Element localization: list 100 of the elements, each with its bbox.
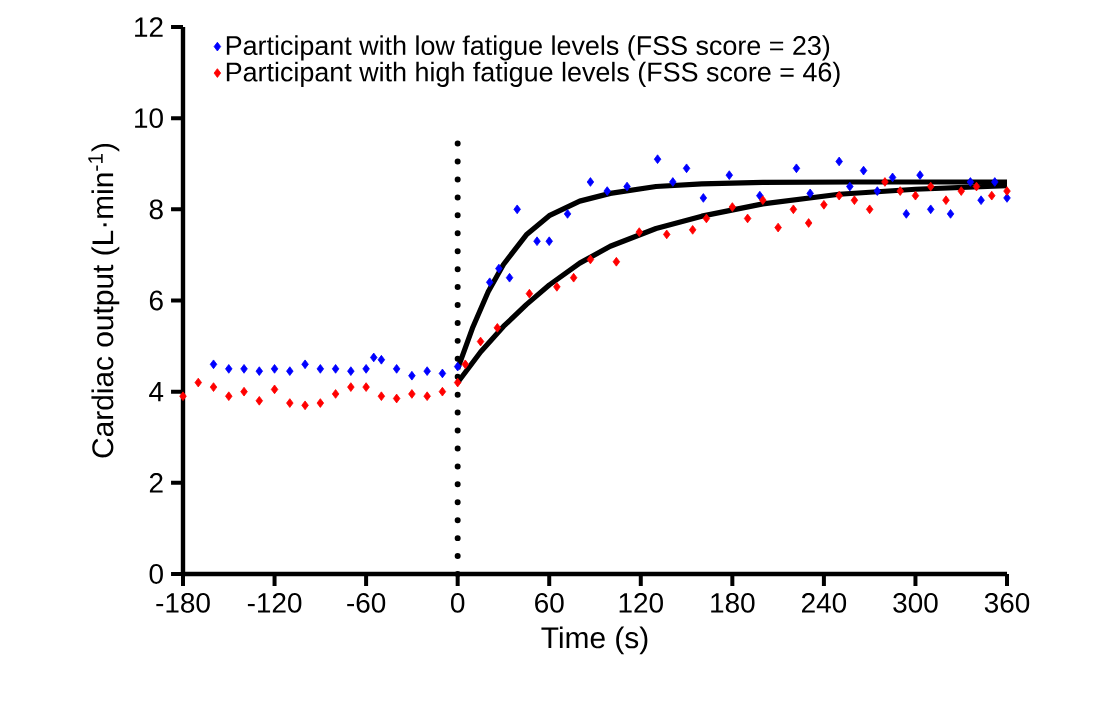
point (392, 364, 401, 374)
point (804, 218, 813, 228)
point (209, 359, 218, 370)
point (569, 272, 578, 283)
point (957, 186, 965, 196)
point (392, 393, 401, 404)
point (438, 386, 447, 397)
point (461, 359, 469, 370)
x-tick-label: 60 (535, 592, 564, 613)
point (316, 364, 325, 374)
x-tick-label: 300 (893, 592, 938, 613)
point (553, 282, 561, 292)
point (774, 222, 782, 233)
point (301, 359, 309, 370)
point (331, 364, 340, 374)
point (663, 229, 671, 240)
point (423, 366, 431, 376)
y-tick-label: 2 (149, 473, 163, 493)
point (653, 154, 662, 164)
point (179, 391, 187, 401)
y-tick-label: 4 (149, 382, 164, 402)
point (759, 195, 767, 205)
point (331, 389, 340, 399)
point (728, 202, 737, 212)
point (988, 190, 996, 201)
x-tick-label: -180 (156, 592, 210, 613)
point (453, 377, 462, 388)
point (911, 190, 920, 201)
point (240, 364, 248, 374)
point (438, 368, 447, 379)
point (525, 288, 534, 299)
point (820, 199, 828, 210)
point (669, 177, 677, 187)
point (347, 366, 355, 376)
point (865, 204, 874, 215)
point (806, 188, 814, 199)
point (1003, 186, 1011, 196)
point (563, 209, 572, 219)
y-tick-label: 6 (149, 290, 163, 311)
point (789, 204, 798, 215)
point (377, 391, 386, 401)
x-tick-label: -60 (347, 592, 386, 613)
point (977, 195, 985, 205)
point (255, 366, 263, 376)
y-tick-label: 12 (135, 17, 163, 37)
point (408, 389, 416, 399)
point (927, 181, 935, 192)
point (225, 391, 233, 401)
point (902, 209, 910, 219)
point (225, 364, 233, 374)
point (991, 177, 999, 187)
point (699, 193, 708, 203)
point (194, 377, 202, 388)
point (423, 391, 431, 401)
point (835, 156, 843, 167)
point (682, 163, 691, 174)
point (972, 181, 981, 192)
point (792, 163, 801, 174)
x-axis-title: Time (s) (541, 626, 648, 655)
x-tick-label: 120 (619, 592, 663, 613)
point (301, 400, 309, 411)
point (270, 384, 279, 395)
point (942, 195, 950, 205)
point (743, 213, 752, 224)
x-tick-label: -120 (247, 592, 302, 613)
point (688, 225, 697, 235)
point (756, 190, 764, 201)
point (286, 398, 294, 408)
point (966, 177, 975, 187)
x-tick-label: 240 (802, 592, 847, 613)
point (881, 177, 889, 187)
point (927, 204, 935, 215)
point (240, 386, 248, 397)
point (209, 382, 218, 392)
point (850, 195, 859, 205)
point (873, 186, 881, 196)
point (362, 382, 370, 392)
point (612, 256, 621, 267)
point (270, 364, 279, 374)
point (702, 213, 711, 224)
point (316, 398, 325, 408)
point (486, 277, 494, 288)
point (453, 361, 462, 372)
point (888, 172, 897, 183)
point (533, 236, 541, 247)
point (362, 364, 370, 374)
point (370, 352, 378, 363)
legend-label: Participant with high fatigue levels (FSS score = 46) (226, 61, 840, 87)
x-tick-label: 180 (711, 592, 755, 613)
point (513, 204, 521, 215)
y-tick-label: 0 (149, 564, 163, 584)
point (495, 263, 503, 274)
point (255, 396, 263, 406)
y-tick-label: 10 (135, 108, 163, 129)
point (493, 323, 502, 333)
point (946, 209, 955, 219)
legend-label: Participant with low fatigue levels (FSS score = 23) (226, 35, 830, 61)
point (603, 186, 611, 196)
point (586, 254, 595, 265)
point (408, 370, 416, 381)
